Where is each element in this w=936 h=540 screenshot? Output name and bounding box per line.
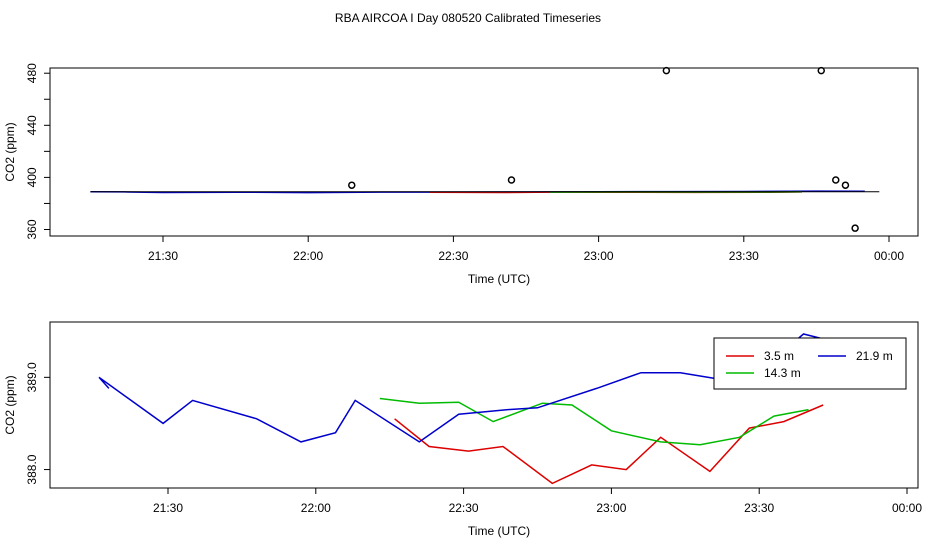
- y-tick-label: 389.0: [25, 362, 39, 392]
- x-tick-label: 21:30: [148, 249, 178, 263]
- x-tick-label: 22:00: [301, 501, 331, 515]
- x-tick-label: 23:30: [744, 501, 774, 515]
- legend-box: [713, 337, 907, 390]
- data-point: [832, 176, 840, 184]
- legend-label: 3.5 m: [764, 349, 794, 363]
- x-tick-label: 21:30: [153, 501, 183, 515]
- plot-frame: [49, 67, 919, 237]
- y-tick-label: 388.0: [25, 454, 39, 484]
- legend: 3.5 m 21.9 m 14.3 m: [713, 337, 907, 390]
- series-line-14-3-m: [379, 397, 809, 446]
- x-tick-label: 22:30: [449, 501, 479, 515]
- data-point: [841, 181, 850, 189]
- legend-label: 14.3 m: [764, 366, 801, 380]
- top-chart: 21:30 22:00 22:30 23:00 23:30 00:00 Time (UTC)…: [3, 63, 919, 286]
- series-line-3-5-m: [394, 404, 824, 485]
- y-axis-label: CO2 (ppm): [3, 122, 17, 181]
- y-axis-label: CO2 (ppm): [3, 375, 17, 434]
- x-tick-label: 00:00: [892, 501, 922, 515]
- x-tick-label: 23:30: [729, 249, 759, 263]
- y-tick-label: 400: [25, 167, 39, 187]
- x-axis-label: Time (UTC): [468, 524, 530, 538]
- y-tick-label: 360: [25, 219, 39, 239]
- data-point: [662, 66, 671, 75]
- figure-title: RBA AIRCOA I Day 080520 Calibrated Times…: [335, 11, 601, 25]
- plot-frame: [49, 321, 919, 489]
- legend-label: 21.9 m: [856, 349, 893, 363]
- x-tick-label: 22:30: [438, 249, 468, 263]
- x-tick-label: 23:00: [584, 249, 614, 263]
- data-point: [348, 181, 356, 189]
- data-point: [817, 66, 825, 75]
- x-tick-label: 22:00: [293, 249, 323, 263]
- y-tick-label: 480: [25, 63, 39, 83]
- x-tick-label: 00:00: [874, 249, 904, 263]
- data-point: [507, 176, 516, 184]
- x-tick-label: 23:00: [596, 501, 626, 515]
- y-tick-label: 440: [25, 115, 39, 135]
- data-point: [851, 224, 859, 232]
- bottom-chart: 21:30 22:00 22:30 23:00 23:30 00:00 Time (UTC)…: [3, 321, 922, 538]
- x-axis-label: Time (UTC): [468, 272, 530, 286]
